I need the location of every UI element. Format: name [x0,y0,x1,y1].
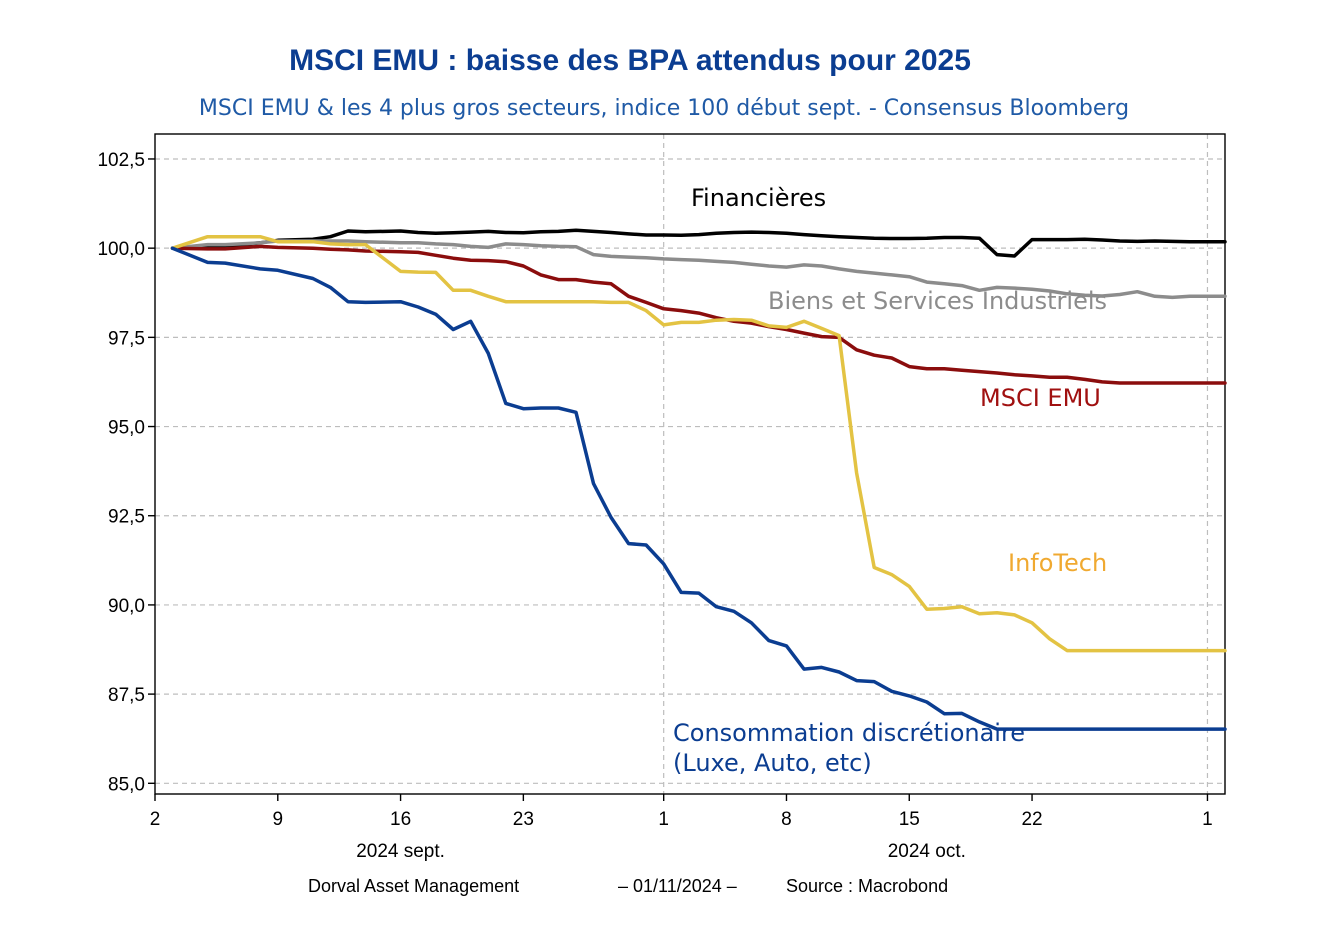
label-financieres: Financières [691,184,826,212]
y-tick-label: 100,0 [97,239,145,260]
x-axis: 2 9 16 23 1 8 15 22 1 2024 sept. 2024 oct. [150,794,1213,862]
label-consommation-discretionaire-sub: (Luxe, Auto, etc) [673,749,872,777]
y-tick-label: 95,0 [108,418,145,439]
series-lines [170,228,1227,731]
y-tick-label: 92,5 [108,507,145,528]
y-tick-label: 97,5 [108,328,145,349]
footer-source: Source : Macrobond [786,876,948,896]
label-msci-emu: MSCI EMU [980,384,1101,412]
y-tick-label: 102,5 [97,150,145,171]
chart-title: MSCI EMU : baisse des BPA attendus pour … [289,44,971,77]
plot-frame [154,133,1226,795]
series-line-financi-res [170,228,1227,258]
x-tick-label: 15 [899,809,920,830]
x-month-label: 2024 oct. [888,841,966,862]
series-line-consommation-discr-tionaire [170,246,1227,731]
x-month-label: 2024 sept. [356,841,445,862]
series-line-biens-et-services-industriels [170,239,1227,300]
x-tick-label: 16 [390,809,411,830]
x-tick-label: 1 [1202,809,1213,830]
y-tick-label: 90,0 [108,596,145,617]
y-tick-label: 87,5 [108,685,145,706]
label-biens-services-industriels: Biens et Services Industriels [768,287,1107,315]
x-tick-label: 22 [1021,809,1042,830]
label-consommation-discretionaire: Consommation discrétionaire [673,719,1025,747]
y-tick-label: 85,0 [108,774,145,795]
x-tick-label: 8 [781,809,792,830]
x-tick-label: 2 [150,809,161,830]
series-line-infotech [170,234,1227,653]
gridlines [155,134,1225,794]
x-tick-label: 23 [513,809,534,830]
label-infotech: InfoTech [1008,549,1107,577]
footer-date: – 01/11/2024 – [618,876,737,896]
series-labels: Financières Biens et Services Industriel… [673,184,1107,777]
y-axis: 85,0 87,5 90,0 92,5 95,0 97,5 100,0 102,5 [97,150,155,795]
x-tick-label: 9 [272,809,283,830]
footer-author: Dorval Asset Management [308,876,519,896]
series-line-msci-emu [170,244,1227,385]
x-tick-label: 1 [658,809,669,830]
chart-subtitle: MSCI EMU & les 4 plus gros secteurs, ind… [199,96,1129,121]
